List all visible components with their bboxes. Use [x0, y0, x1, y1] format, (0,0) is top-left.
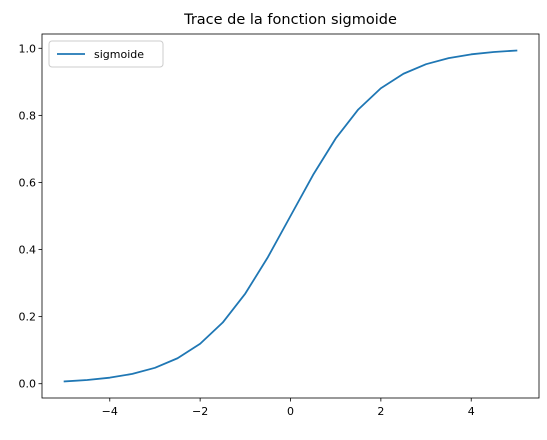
legend-box: [48, 40, 164, 68]
x-tick-label: −2: [192, 405, 208, 418]
chart-title: Trace de la fonction sigmoide: [183, 12, 397, 28]
y-tick-label: 0.6: [19, 176, 37, 189]
legend-label: sigmoide: [94, 48, 144, 61]
x-tick-label: −4: [102, 405, 118, 418]
y-tick-label: 0.0: [19, 378, 37, 391]
x-tick-label: 4: [468, 405, 475, 418]
y-tick-label: 1.0: [19, 42, 37, 55]
x-tick-label: 2: [377, 405, 384, 418]
y-tick-label: 0.4: [19, 244, 37, 257]
y-tick-label: 0.2: [19, 311, 37, 324]
series-line-0: [63, 49, 518, 383]
y-tick-label: 0.8: [19, 109, 37, 122]
x-tick-label: 0: [287, 405, 294, 418]
